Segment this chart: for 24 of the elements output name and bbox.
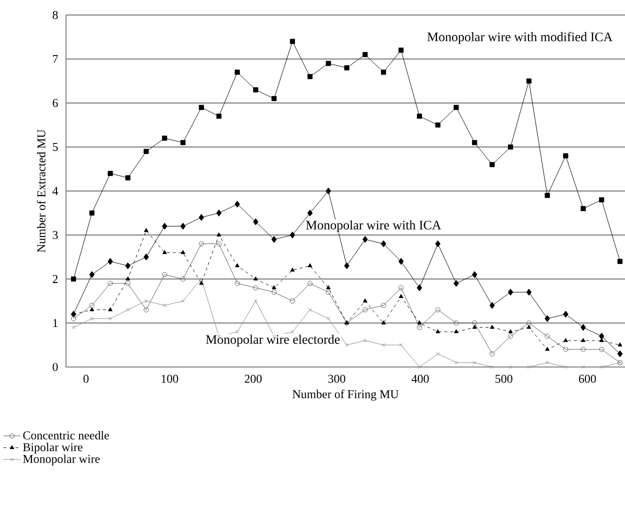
annotation: Monopolar wire with modified ICA: [427, 32, 613, 44]
legend-label: Concentric needle: [23, 431, 109, 440]
x-axis-title: Number of Firing MU: [292, 390, 399, 401]
x-tick-label: 300: [328, 374, 346, 383]
legend-label: Bipolar wire: [23, 442, 82, 454]
y-tick-label: 6: [52, 98, 58, 108]
annotation: Monopolar wire electorde: [206, 334, 340, 346]
y-tick-label: 4: [52, 187, 58, 195]
x-tick-label: 500: [496, 374, 512, 383]
y-axis-title: Number of Extracted MU: [36, 130, 46, 252]
y-tick-label: 8: [52, 10, 58, 20]
x-tick-label: 200: [244, 374, 262, 383]
y-tick-label: 5: [52, 143, 58, 151]
legend-label: Monopolar wire: [23, 454, 100, 466]
annotation: Monopolar wire with ICA: [306, 220, 442, 232]
y-tick-label: 0: [52, 362, 58, 372]
y-tick-label: 7: [53, 55, 58, 63]
x-tick-label: 600: [578, 374, 596, 383]
x-tick-label: 0: [84, 374, 89, 383]
y-tick-label: 1: [53, 319, 58, 327]
y-tick-label: 3: [52, 230, 58, 240]
x-tick-label: 400: [412, 374, 429, 383]
y-tick-label: 2: [52, 275, 58, 283]
x-tick-label: 100: [162, 374, 178, 383]
